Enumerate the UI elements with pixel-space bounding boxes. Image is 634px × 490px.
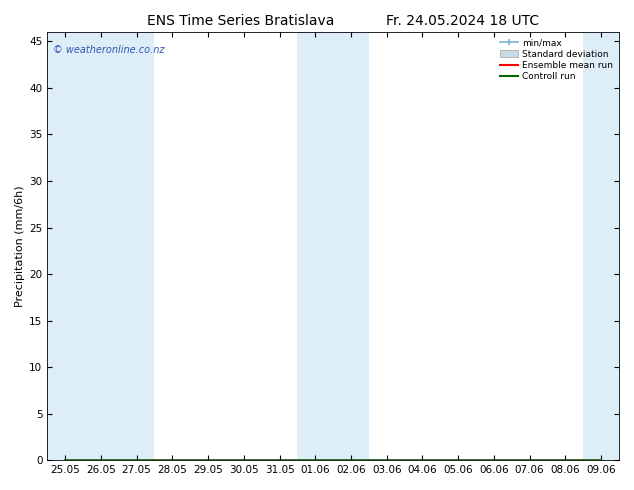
Bar [583,32,619,460]
Bar [297,32,369,460]
Bar [48,32,83,460]
Bar [83,32,155,460]
Text: Fr. 24.05.2024 18 UTC: Fr. 24.05.2024 18 UTC [386,14,540,28]
Text: © weatheronline.co.nz: © weatheronline.co.nz [53,45,164,55]
Text: ENS Time Series Bratislava: ENS Time Series Bratislava [147,14,335,28]
Y-axis label: Precipitation (mm/6h): Precipitation (mm/6h) [15,185,25,307]
Legend: min/max, Standard deviation, Ensemble mean run, Controll run: min/max, Standard deviation, Ensemble me… [498,37,614,83]
